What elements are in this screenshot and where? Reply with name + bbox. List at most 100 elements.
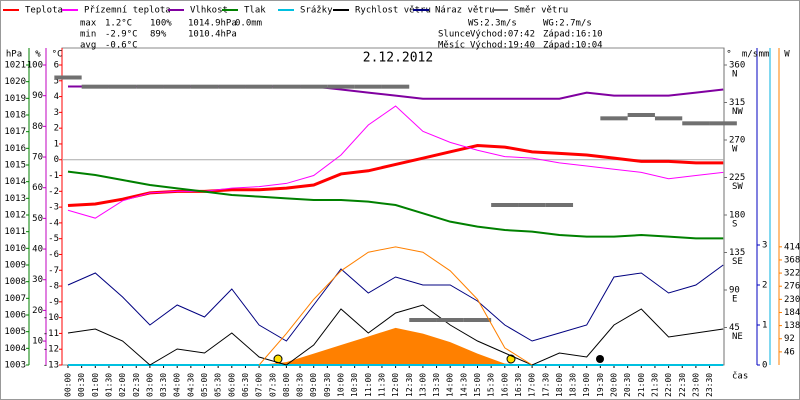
wind-direction — [190, 84, 219, 89]
x-tick-label: 00:00 — [64, 373, 73, 397]
y-tick-label: 92 — [784, 334, 795, 344]
y-tick-label: 30 — [32, 275, 43, 285]
x-tick-label: 05:00 — [200, 373, 209, 397]
x-tick-label: 06:00 — [227, 373, 236, 397]
plot-area — [61, 47, 725, 366]
axis-title: ° — [726, 50, 731, 60]
x-tick-label: 10:30 — [350, 373, 359, 397]
x-tick-label: 18:00 — [555, 373, 564, 397]
legend-label: Přízemní teplota — [84, 6, 171, 16]
x-tick-label: 12:00 — [391, 373, 400, 397]
y-tick-label: 315 — [729, 98, 745, 108]
sun-info: Východ:07:42 — [470, 30, 535, 40]
y-tick-label: 1021 — [4, 61, 26, 71]
wind-direction — [54, 75, 82, 80]
x-tick-label: 07:00 — [255, 373, 264, 397]
x-tick-label: 02:30 — [132, 373, 141, 397]
wind-direction — [682, 121, 710, 126]
x-tick-label: 08:30 — [296, 373, 305, 397]
solar-area — [259, 327, 533, 365]
y-tick-label: 50 — [32, 214, 43, 224]
x-tick-label: 12:30 — [405, 373, 414, 397]
wind-direction — [218, 84, 246, 89]
x-tick-label: 04:30 — [186, 373, 195, 397]
y-tick-label: 225 — [729, 173, 745, 183]
y-tick-label: -9 — [48, 297, 59, 307]
y-tick-label: 3 — [762, 241, 767, 251]
x-tick-label: 23:30 — [705, 373, 714, 397]
y-tick-label: 1020 — [4, 77, 26, 87]
series-line — [258, 246, 533, 366]
y-tick-label: 1003 — [4, 361, 26, 371]
compass-label: N — [732, 70, 737, 80]
x-axis-label: čas — [732, 371, 748, 382]
x-tick-label: 00:30 — [77, 373, 86, 397]
compass-label: E — [732, 295, 737, 305]
sun-info: Západ:16:10 — [543, 30, 603, 40]
wind-direction — [300, 84, 328, 89]
stat-text: 100% — [150, 19, 172, 29]
y-tick-label: 1008 — [4, 277, 26, 287]
y-tick-label: 1011 — [4, 227, 26, 237]
x-tick-label: 01:30 — [104, 373, 113, 397]
x-tick-label: 04:00 — [173, 373, 182, 397]
y-tick-label: 0 — [762, 361, 767, 371]
legend-label: Rychlost větru — [355, 6, 431, 16]
x-tick-label: 16:00 — [500, 373, 509, 397]
y-tick-label: -11 — [43, 329, 59, 339]
x-tick-label: 22:30 — [678, 373, 687, 397]
sun-info: Slunce — [438, 30, 471, 40]
y-tick-label: 322 — [784, 269, 800, 279]
x-tick-label: 18:30 — [569, 373, 578, 397]
legend-label: Vlhkost — [190, 6, 228, 16]
stat-text: -0.6°C — [105, 41, 138, 51]
y-tick-label: 230 — [784, 295, 800, 305]
y-tick-label: 1018 — [4, 111, 26, 121]
x-tick-label: 23:00 — [691, 373, 700, 397]
y-tick-label: 90 — [32, 91, 43, 101]
wind-direction — [272, 84, 301, 89]
axis-title: W — [784, 50, 790, 60]
stat-text: 1.2°C — [105, 19, 132, 29]
y-tick-label: 1006 — [4, 311, 26, 321]
series-line — [67, 304, 724, 366]
compass-label: SW — [732, 182, 743, 192]
legend-label: Směr větru — [514, 6, 568, 16]
wind-direction — [327, 84, 355, 89]
x-tick-label: 09:30 — [323, 373, 332, 397]
x-tick-label: 20:00 — [610, 373, 619, 397]
y-tick-label: 40 — [32, 245, 43, 255]
stat-text: -2.9°C — [105, 30, 138, 40]
x-tick-label: 09:00 — [309, 373, 318, 397]
y-tick-label: 20 — [32, 306, 43, 316]
stat-text: 1010.4hPa — [188, 30, 237, 40]
moonrise-marker — [596, 355, 604, 363]
legend-label: Tlak — [244, 6, 266, 16]
y-tick-label: -12 — [43, 345, 59, 355]
y-tick-label: 135 — [729, 248, 745, 258]
compass-label: S — [732, 220, 737, 230]
chart-title: 2.12.2012 — [363, 51, 433, 66]
y-tick-label: 1 — [54, 139, 59, 149]
x-tick-label: 01:00 — [91, 373, 100, 397]
series-line — [67, 170, 724, 240]
x-tick-label: 03:30 — [159, 373, 168, 397]
y-tick-label: 0 — [54, 155, 59, 165]
x-tick-label: 02:00 — [118, 373, 127, 397]
x-tick-label: 15:30 — [487, 373, 496, 397]
x-tick-label: 15:00 — [473, 373, 482, 397]
y-tick-label: 5 — [54, 76, 59, 86]
wind-direction — [436, 318, 464, 322]
wind-direction — [136, 84, 164, 89]
compass-label: NE — [732, 332, 743, 342]
y-tick-label: 276 — [784, 282, 800, 292]
y-tick-label: 6 — [54, 61, 59, 71]
stat-text: 89% — [150, 30, 167, 40]
y-tick-label: -8 — [48, 282, 59, 292]
y-tick-label: 1014 — [4, 177, 26, 187]
x-tick-label: 13:30 — [432, 373, 441, 397]
wind-info: WG:2.7m/s — [543, 19, 592, 29]
y-tick-label: -10 — [43, 313, 59, 323]
y-tick-label: 10 — [32, 337, 43, 347]
y-tick-label: 1016 — [4, 144, 26, 154]
